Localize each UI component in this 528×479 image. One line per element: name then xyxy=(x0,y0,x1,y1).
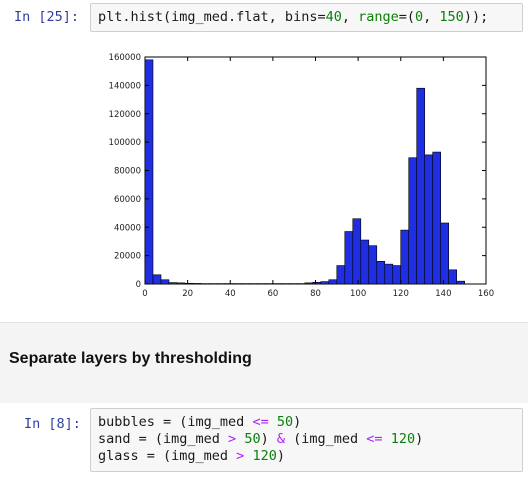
y-tick-label: 120000 xyxy=(109,110,141,120)
cell-prompt: In [8]: xyxy=(24,416,81,432)
histogram-bar xyxy=(384,263,394,285)
histogram-bar xyxy=(184,282,194,285)
x-tick-label: 160 xyxy=(478,289,494,298)
code-token: range xyxy=(358,9,399,25)
x-tick-label: 100 xyxy=(350,289,366,298)
x-tick-label: 60 xyxy=(267,289,278,298)
histogram-bar xyxy=(192,283,202,285)
code-token: 40 xyxy=(325,9,342,25)
code-token: (img_med xyxy=(285,431,367,447)
histogram-bar xyxy=(320,281,330,285)
y-tick-label: 20000 xyxy=(114,252,141,262)
code-token: 150 xyxy=(439,9,464,25)
histogram-bar xyxy=(328,279,338,285)
code-token: ) xyxy=(293,414,302,430)
x-tick-label: 120 xyxy=(393,289,409,298)
y-tick-label: 60000 xyxy=(114,195,141,205)
code-token: > xyxy=(236,448,245,464)
code-token: bubbles = (img_med xyxy=(98,414,253,430)
code-token: ) xyxy=(260,431,277,447)
x-tick-label: 0 xyxy=(142,289,147,298)
histogram-bar xyxy=(376,261,386,285)
code-token: <= xyxy=(252,414,269,430)
histogram-bar xyxy=(352,218,362,285)
histogram-bar xyxy=(424,154,434,285)
histogram-bar xyxy=(304,282,314,285)
code-token xyxy=(269,414,277,430)
histogram-bar xyxy=(168,282,178,285)
y-tick-label: 40000 xyxy=(114,223,141,233)
code-token: plt.hist(img_med.flat, bins= xyxy=(98,9,326,25)
code-token: 0 xyxy=(415,9,424,25)
histogram-bar xyxy=(336,265,346,285)
code-line: glass = (img_med > 120) xyxy=(98,448,522,465)
code-token: sand = (img_med xyxy=(98,431,229,447)
code-token: 50 xyxy=(276,414,294,430)
code-input[interactable]: plt.hist(img_med.flat, bins=40, range=(0… xyxy=(90,3,523,32)
code-token: & xyxy=(276,431,285,447)
histogram-bar xyxy=(440,222,450,285)
code-token: =( xyxy=(398,9,416,25)
x-tick-label: 140 xyxy=(435,289,451,298)
section-heading: Separate layers by thresholding xyxy=(9,350,252,367)
histogram-bar xyxy=(360,239,370,285)
histogram-bar xyxy=(392,265,402,285)
code-token: 120 xyxy=(252,448,277,464)
markdown-cell[interactable] xyxy=(0,323,528,403)
code-line: bubbles = (img_med <= 50) xyxy=(98,414,522,431)
code-token: <= xyxy=(366,431,383,447)
code-token: 120 xyxy=(390,431,416,447)
code-token: glass = (img_med xyxy=(98,448,237,464)
histogram-chart: 0 20000 40000 60000 80000 100000 120000 140000 1… xyxy=(109,53,495,298)
histogram-bar xyxy=(152,274,162,285)
histogram-bar xyxy=(344,231,354,285)
histogram-bar xyxy=(432,151,442,285)
histogram-bar xyxy=(400,229,410,285)
code-token: , xyxy=(341,9,359,25)
y-tick-label: 140000 xyxy=(109,81,141,91)
cell-prompt: In [25]: xyxy=(14,9,80,25)
x-tick-label: 20 xyxy=(182,289,193,298)
histogram-bar xyxy=(368,245,378,285)
histogram-bar xyxy=(160,279,170,285)
histogram-bar xyxy=(312,281,322,285)
y-tick-label: 0 xyxy=(136,280,141,290)
y-tick-label: 80000 xyxy=(114,167,141,177)
histogram-bar xyxy=(448,269,457,285)
code-token: > xyxy=(228,431,237,447)
histogram-bar xyxy=(176,282,186,285)
histogram-bar xyxy=(456,280,465,285)
histogram-bar xyxy=(408,157,418,285)
histogram-bar xyxy=(416,87,426,285)
y-tick-label: 160000 xyxy=(109,53,141,63)
x-tick-label: 80 xyxy=(310,289,321,298)
code-token: )); xyxy=(463,9,489,25)
code-token: , xyxy=(423,9,440,25)
y-tick-label: 100000 xyxy=(109,138,141,148)
code-token: 50 xyxy=(244,431,261,447)
x-tick-label: 40 xyxy=(225,289,236,298)
code-token: ) xyxy=(276,448,285,464)
histogram-bar xyxy=(144,59,154,285)
code-line: sand = (img_med > 50) & (img_med <= 120) xyxy=(98,431,522,448)
code-token: ) xyxy=(415,431,424,447)
code-input[interactable]: bubbles = (img_med <= 50) sand = (img_med… xyxy=(90,408,523,472)
cell-divider xyxy=(0,322,528,323)
code-token xyxy=(383,431,391,447)
code-line: plt.hist(img_med.flat, bins=40, range=(0… xyxy=(98,9,522,26)
